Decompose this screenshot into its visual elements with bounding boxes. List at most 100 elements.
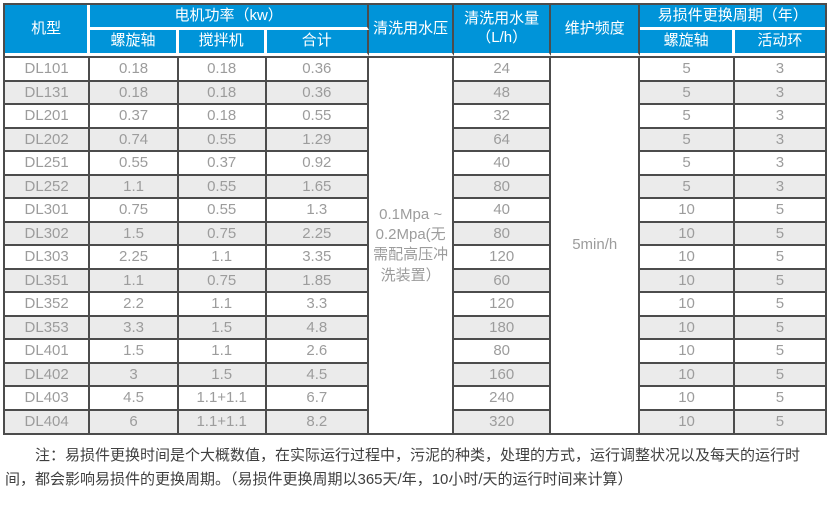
total-power-cell: 0.92: [266, 152, 370, 176]
screw-power-cell: 1.1: [90, 175, 179, 199]
table-row: DL301 0.75 0.55 1.3 40 10 5: [5, 199, 825, 223]
wear-screw-cell: 5: [640, 56, 735, 82]
wear-ring-cell: 5: [734, 293, 825, 317]
wear-ring-cell: 5: [734, 363, 825, 387]
screw-power-cell: 6: [90, 410, 179, 433]
mixer-power-cell: 1.5: [178, 316, 267, 340]
wash-volume-cell: 24: [454, 56, 552, 82]
wash-volume-cell: 120: [454, 246, 552, 270]
wash-volume-cell: 40: [454, 152, 552, 176]
wear-ring-cell: 5: [734, 410, 825, 433]
wear-screw-cell: 10: [640, 316, 735, 340]
table-row: DL402 3 1.5 4.5 160 10 5: [5, 363, 825, 387]
model-cell: DL252: [5, 175, 91, 199]
model-cell: DL401: [5, 340, 91, 364]
wash-volume-cell: 40: [454, 199, 552, 223]
table-row: DL303 2.25 1.1 3.35 120 10 5: [5, 246, 825, 270]
wear-ring-cell: 3: [734, 56, 825, 82]
table-row: DL401 1.5 1.1 2.6 80 10 5: [5, 340, 825, 364]
maintenance-merged-cell: 5min/h: [551, 56, 641, 433]
total-power-cell: 3.3: [266, 293, 370, 317]
wear-screw-cell: 10: [640, 246, 735, 270]
model-cell: DL303: [5, 246, 91, 270]
wash-volume-cell: 32: [454, 105, 552, 129]
wash-pressure-merged-cell: 0.1Mpa ~ 0.2Mpa(无需配高压冲洗装置）: [369, 56, 455, 433]
total-power-cell: 0.36: [266, 56, 370, 82]
col-header-motor-mixer: 搅拌机: [178, 30, 267, 56]
wear-screw-cell: 10: [640, 269, 735, 293]
col-header-wear-ring: 活动环: [734, 30, 825, 56]
mixer-power-cell: 0.18: [178, 56, 267, 82]
wear-screw-cell: 5: [640, 175, 735, 199]
wash-volume-cell: 80: [454, 175, 552, 199]
page: 机型 电机功率（kw） 清洗用水压 清洗用水量 （L/h） 维护频度 易损件更换…: [3, 3, 827, 489]
mixer-power-cell: 0.18: [178, 81, 267, 105]
wear-ring-cell: 5: [734, 246, 825, 270]
wear-screw-cell: 10: [640, 410, 735, 433]
wear-ring-cell: 3: [734, 105, 825, 129]
model-cell: DL352: [5, 293, 91, 317]
spec-table-frame: 机型 电机功率（kw） 清洗用水压 清洗用水量 （L/h） 维护频度 易损件更换…: [3, 3, 827, 435]
wash-volume-cell: 120: [454, 293, 552, 317]
wash-volume-cell: 240: [454, 387, 552, 411]
wear-ring-cell: 3: [734, 128, 825, 152]
screw-power-cell: 0.18: [90, 81, 179, 105]
screw-power-cell: 1.5: [90, 340, 179, 364]
mixer-power-cell: 1.1: [178, 293, 267, 317]
mixer-power-cell: 0.55: [178, 175, 267, 199]
table-row: DL252 1.1 0.55 1.65 80 5 3: [5, 175, 825, 199]
screw-power-cell: 0.37: [90, 105, 179, 129]
table-row: DL351 1.1 0.75 1.85 60 10 5: [5, 269, 825, 293]
model-cell: DL101: [5, 56, 91, 82]
wear-screw-cell: 10: [640, 199, 735, 223]
table-body: DL101 0.18 0.18 0.36 0.1Mpa ~ 0.2Mpa(无需配高压冲洗…: [5, 56, 825, 433]
total-power-cell: 2.6: [266, 340, 370, 364]
wear-screw-cell: 10: [640, 387, 735, 411]
model-cell: DL251: [5, 152, 91, 176]
total-power-cell: 8.2: [266, 410, 370, 433]
wear-ring-cell: 3: [734, 152, 825, 176]
table-header: 机型 电机功率（kw） 清洗用水压 清洗用水量 （L/h） 维护频度 易损件更换…: [5, 5, 825, 56]
wash-volume-cell: 80: [454, 340, 552, 364]
wear-screw-cell: 10: [640, 222, 735, 246]
mixer-power-cell: 1.1+1.1: [178, 410, 267, 433]
wear-ring-cell: 5: [734, 269, 825, 293]
wear-ring-cell: 3: [734, 175, 825, 199]
model-cell: DL404: [5, 410, 91, 433]
wear-screw-cell: 5: [640, 152, 735, 176]
wear-ring-cell: 5: [734, 316, 825, 340]
col-header-model: 机型: [5, 5, 91, 56]
col-header-wash-pressure: 清洗用水压: [369, 5, 455, 56]
model-cell: DL201: [5, 105, 91, 129]
wash-volume-cell: 48: [454, 81, 552, 105]
table-row: DL353 3.3 1.5 4.8 180 10 5: [5, 316, 825, 340]
table-row: DL202 0.74 0.55 1.29 64 5 3: [5, 128, 825, 152]
wear-ring-cell: 5: [734, 199, 825, 223]
model-cell: DL403: [5, 387, 91, 411]
col-header-wear-group: 易损件更换周期（年）: [640, 5, 825, 30]
total-power-cell: 1.65: [266, 175, 370, 199]
total-power-cell: 1.85: [266, 269, 370, 293]
total-power-cell: 1.29: [266, 128, 370, 152]
wash-volume-cell: 180: [454, 316, 552, 340]
screw-power-cell: 0.75: [90, 199, 179, 223]
screw-power-cell: 2.2: [90, 293, 179, 317]
total-power-cell: 4.5: [266, 363, 370, 387]
total-power-cell: 2.25: [266, 222, 370, 246]
mixer-power-cell: 1.1+1.1: [178, 387, 267, 411]
mixer-power-cell: 1.5: [178, 363, 267, 387]
model-cell: DL131: [5, 81, 91, 105]
wear-ring-cell: 5: [734, 387, 825, 411]
screw-power-cell: 1.5: [90, 222, 179, 246]
screw-power-cell: 1.1: [90, 269, 179, 293]
mixer-power-cell: 0.75: [178, 269, 267, 293]
table-row: DL131 0.18 0.18 0.36 48 5 3: [5, 81, 825, 105]
table-row: DL404 6 1.1+1.1 8.2 320 10 5: [5, 410, 825, 433]
screw-power-cell: 4.5: [90, 387, 179, 411]
footnote: 注：易损件更换时间是个大概数值，在实际运行过程中，污泥的种类，处理的方式，运行调…: [5, 446, 801, 489]
screw-power-cell: 3: [90, 363, 179, 387]
mixer-power-cell: 0.55: [178, 199, 267, 223]
wear-screw-cell: 5: [640, 128, 735, 152]
mixer-power-cell: 0.37: [178, 152, 267, 176]
model-cell: DL301: [5, 199, 91, 223]
